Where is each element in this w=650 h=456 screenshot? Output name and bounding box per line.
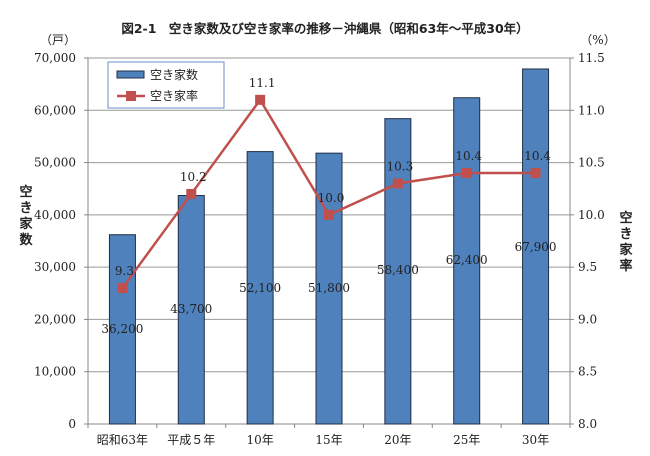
- right-axis-label: 家: [619, 242, 633, 258]
- left-axis-label: 空: [19, 184, 32, 200]
- left-tick-label: 60,000: [34, 103, 76, 117]
- left-tick-label: 70,000: [34, 51, 76, 65]
- right-axis-label: 空: [619, 210, 632, 226]
- right-axis-unit: （%）: [580, 33, 615, 47]
- right-axis-label: 率: [619, 258, 632, 274]
- rate-data-label: 11.1: [249, 76, 276, 90]
- rate-marker: [186, 188, 197, 199]
- chart-title: 図2-1 空き家数及び空き家率の推移－沖縄県（昭和63年～平成30年）: [121, 21, 528, 36]
- rate-data-label: 10.3: [386, 159, 413, 173]
- left-tick-label: 50,000: [34, 156, 76, 170]
- count-data-label: 62,400: [446, 253, 488, 267]
- right-axis-label: き: [619, 227, 632, 242]
- bar: [177, 195, 205, 425]
- left-tick-label: 40,000: [34, 208, 76, 222]
- x-tick-label: 20年: [384, 433, 411, 447]
- rate-marker: [392, 178, 403, 189]
- rate-data-label: 10.4: [455, 149, 482, 163]
- rate-data-label: 9.3: [115, 264, 134, 278]
- x-tick-label: 25年: [453, 433, 480, 447]
- bar: [246, 151, 274, 425]
- right-tick-label: 8.5: [578, 365, 597, 379]
- rate-marker: [461, 168, 472, 179]
- bar: [384, 118, 412, 425]
- right-tick-label: 10.0: [578, 208, 605, 222]
- right-tick-label: 9.0: [578, 312, 597, 326]
- right-tick-label: 11.0: [578, 103, 605, 117]
- bar: [108, 234, 136, 425]
- right-tick-label: 8.0: [578, 417, 597, 431]
- legend-label: 空き家率: [150, 88, 198, 103]
- bar: [522, 68, 550, 425]
- count-data-label: 67,900: [515, 240, 557, 254]
- right-tick-label: 9.5: [578, 260, 597, 274]
- rate-data-label: 10.2: [180, 170, 207, 184]
- left-tick-label: 10,000: [34, 365, 76, 379]
- right-tick-label: 10.5: [578, 156, 605, 170]
- rate-marker: [255, 94, 266, 105]
- left-axis-label: き: [19, 201, 32, 216]
- rate-data-label: 10.4: [524, 149, 551, 163]
- left-tick-label: 0: [68, 417, 76, 431]
- legend-bar-swatch: [116, 70, 145, 79]
- rate-data-label: 10.0: [318, 191, 345, 205]
- rate-marker: [324, 209, 334, 220]
- count-data-label: 52,100: [239, 281, 281, 295]
- left-axis-unit: （戸）: [40, 33, 76, 47]
- legend-label: 空き家数: [150, 67, 198, 82]
- bar: [453, 97, 481, 425]
- x-tick-label: 昭和63年: [97, 433, 148, 447]
- left-axis-label: 家: [19, 216, 33, 232]
- legend-marker-swatch: [126, 91, 136, 101]
- x-tick-label: 30年: [522, 433, 549, 447]
- left-tick-label: 20,000: [34, 312, 76, 326]
- left-axis-label: 数: [19, 232, 33, 248]
- count-data-label: 43,700: [170, 302, 212, 316]
- x-tick-label: 10年: [247, 433, 274, 447]
- right-tick-label: 11.5: [578, 51, 605, 65]
- left-tick-label: 30,000: [34, 260, 76, 274]
- count-data-label: 58,400: [377, 263, 419, 277]
- x-tick-label: 15年: [315, 433, 342, 447]
- count-data-label: 36,200: [101, 322, 143, 336]
- rate-marker: [530, 168, 541, 179]
- count-data-label: 51,800: [308, 281, 350, 295]
- rate-marker: [117, 283, 128, 294]
- x-tick-label: 平成５年: [167, 433, 215, 447]
